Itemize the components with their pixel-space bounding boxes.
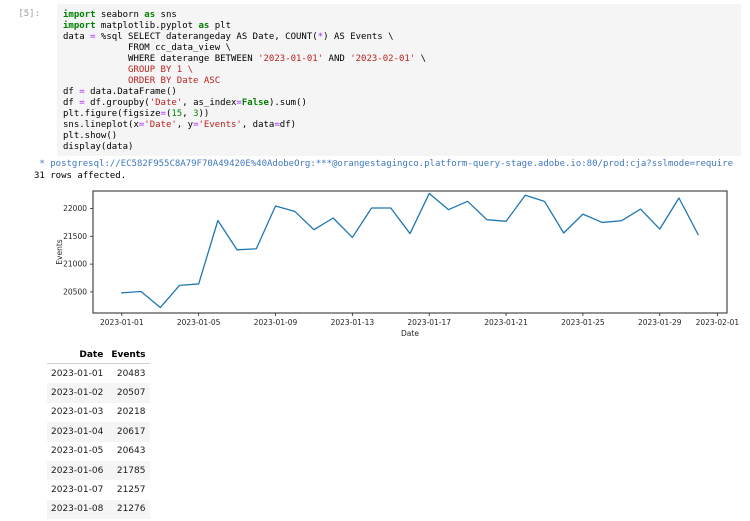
code-line: display(data) xyxy=(63,142,134,152)
plot-border xyxy=(92,190,728,314)
cell-events: 20218 xyxy=(116,407,146,418)
table-row: 2023-01-01 20483 xyxy=(47,364,150,384)
code-line: df = df.groupby('Date', as_index=False).… xyxy=(63,98,307,108)
y-tick-label: 21500 xyxy=(63,232,87,241)
x-tick-label: 2023-01-25 xyxy=(561,318,605,327)
y-axis-title: Events xyxy=(55,239,64,264)
table-row: 2023-01-02 20507 xyxy=(47,383,150,403)
table-row: 2023-01-07 21257 xyxy=(47,480,150,499)
cell-date: 2023-01-04 xyxy=(51,426,104,437)
x-tick-label: 2023-01-29 xyxy=(638,318,682,327)
cell-events: 20617 xyxy=(116,426,146,437)
rows-affected-text: 31 rows affected. xyxy=(34,171,127,181)
cell-date: 2023-01-01 xyxy=(51,368,104,379)
x-tick-label: 2023-01-17 xyxy=(407,318,451,327)
table-row: 2023-01-04 20617 xyxy=(47,422,150,442)
query-results-table: Date Events 2023-01-01 20483 2023-01-02 2050… xyxy=(47,349,150,521)
sql-connection-status: * postgresql://EC582F955C8A79F70A49420E%… xyxy=(34,159,733,169)
table-row: 2023-01-06 21785 xyxy=(47,460,150,481)
table-row: 2023-01-05 20643 xyxy=(47,442,150,461)
cell-date: 2023-01-05 xyxy=(51,446,104,457)
cell-date: 2023-01-02 xyxy=(51,388,104,399)
x-tick-label: 2023-01-13 xyxy=(331,318,375,327)
cell-events: 21785 xyxy=(116,465,146,476)
cell-events: 20643 xyxy=(116,446,146,457)
code-cell-editor[interactable]: import seaborn as sns import matplotlib.p… xyxy=(57,4,741,156)
table-header-row: Date Events xyxy=(47,349,150,364)
code-line: import seaborn as sns xyxy=(63,10,177,20)
cell-events: 21276 xyxy=(116,504,146,515)
y-tick-label: 22000 xyxy=(63,204,87,213)
cell-events: 21257 xyxy=(116,484,146,495)
execution-count-prompt: [5]: xyxy=(18,9,40,19)
x-tick-label: 2023-01-01 xyxy=(100,318,144,327)
cell-date: 2023-01-07 xyxy=(51,484,104,495)
column-header-events: Events xyxy=(107,349,150,364)
code-line: sns.lineplot(x='Date', y='Events', data=… xyxy=(63,120,297,130)
x-axis-title: Date xyxy=(401,329,419,338)
events-line-chart: 20500 21000 21500 22000 2023-01-01 2023-01-05… xyxy=(55,190,740,338)
x-tick-label: 2023-01-05 xyxy=(177,318,221,327)
cell-events: 20483 xyxy=(116,368,146,379)
code-line: data = %sql SELECT daterangeday AS Date,… xyxy=(63,32,394,42)
events-series-line xyxy=(121,192,699,309)
column-header-date: Date xyxy=(47,349,108,364)
code-line: ORDER BY Date ASC xyxy=(63,76,221,86)
code-line: plt.show() xyxy=(63,131,118,141)
code-line: FROM cc_data_view \ xyxy=(63,43,231,53)
cell-date: 2023-01-08 xyxy=(51,504,104,515)
x-tick-label: 2023-02-01 xyxy=(696,318,740,327)
y-tick-label: 20500 xyxy=(63,287,87,296)
x-tick-label: 2023-01-21 xyxy=(484,318,528,327)
cell-date: 2023-01-06 xyxy=(51,465,104,476)
code-line: df = data.DataFrame() xyxy=(63,87,177,97)
code-line: import matplotlib.pyplot as plt xyxy=(63,21,231,31)
code-line: plt.figure(figsize=(15, 3)) xyxy=(63,109,210,119)
y-tick-label: 21000 xyxy=(63,260,87,269)
code-line: GROUP BY 1 \ xyxy=(63,65,194,75)
cell-events: 20507 xyxy=(116,388,146,399)
code-line: WHERE daterange BETWEEN '2023-01-01' AND… xyxy=(63,54,427,64)
cell-date: 2023-01-03 xyxy=(51,407,104,418)
table-row: 2023-01-03 20218 xyxy=(47,403,150,422)
table-row: 2023-01-08 21276 xyxy=(47,499,150,519)
x-tick-label: 2023-01-09 xyxy=(254,318,298,327)
